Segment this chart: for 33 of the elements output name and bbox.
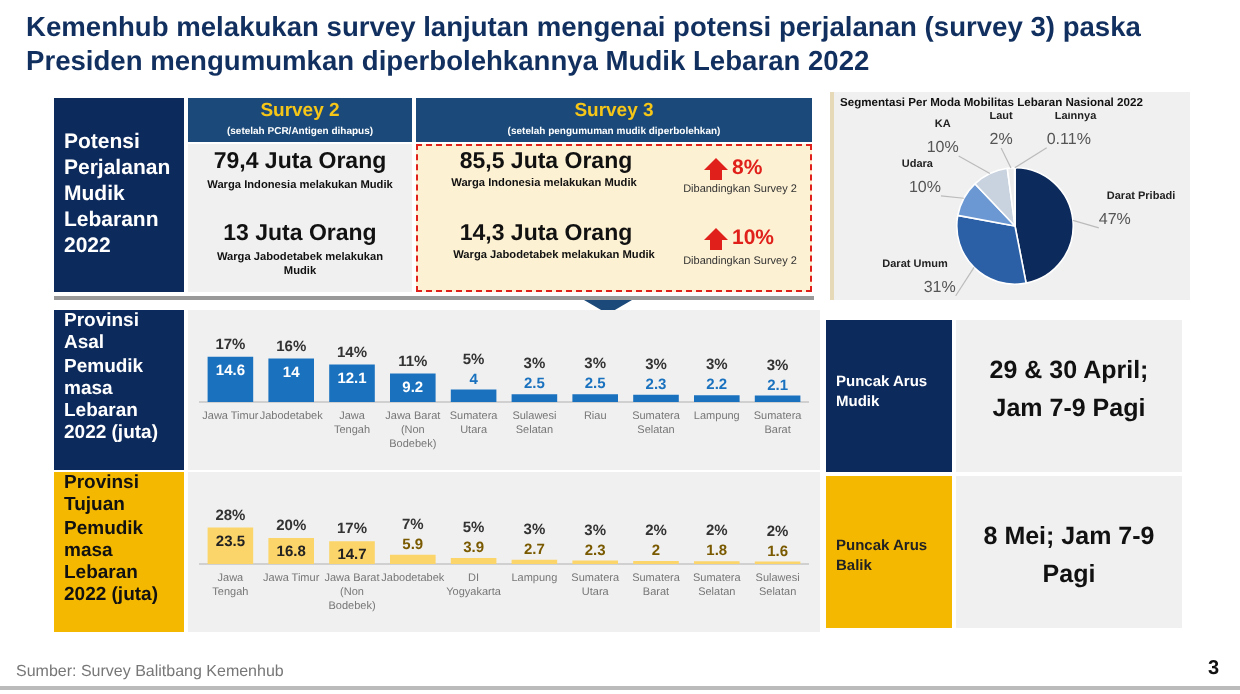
- text: Provinsi Asal Pemudik masa Lebaran 2022 (juta): [54, 310, 184, 470]
- text: 14,3 Juta Orang: [457, 222, 635, 248]
- text: 13 Juta Orang: [221, 222, 379, 248]
- data-label: 10%: [926, 138, 959, 157]
- data-label: 0.11%: [1046, 130, 1091, 149]
- bar: [268, 358, 314, 402]
- bar: [390, 373, 436, 402]
- text: Potensi Perjalanan Mudik Lebarann 2022: [54, 98, 184, 292]
- data-label: 2%: [989, 130, 1013, 149]
- bar: [390, 554, 436, 564]
- data-label: 47%: [1098, 210, 1131, 229]
- text: Survey 2: [258, 98, 342, 124]
- text: Kemenhub melakukan survey lanjutan mengenai potensi perjalanan (survey 3) paska Presiden mengumumkan diperbolehkannya Mudik Lebaran 2022: [26, 10, 1143, 78]
- text: 8 Mei; Jam 7-9 Pagi: [956, 476, 1182, 628]
- text: 3: [1208, 658, 1222, 682]
- text: Survey 3: [572, 98, 656, 124]
- bar: [754, 395, 801, 402]
- text: Sumber: Survey Balitbang Kemenhub: [16, 662, 286, 682]
- bar: [572, 394, 618, 402]
- chart-title: Provinsi Tujuan Pemudik masa Lebaran 2022 (juta): [54, 472, 184, 632]
- text: 10%: [732, 226, 777, 250]
- bar: [450, 389, 497, 402]
- bar: [450, 557, 497, 564]
- text: 85,5 Juta Orang: [457, 150, 635, 176]
- text: 29 & 30 April; Jam 7-9 Pagi: [956, 320, 1182, 472]
- data-label: 31%: [923, 278, 956, 297]
- bar: [694, 395, 740, 402]
- data-label: 10%: [908, 178, 941, 197]
- text: 8%: [732, 156, 765, 180]
- bar: [329, 364, 375, 402]
- bar: [511, 394, 558, 402]
- bar: [633, 394, 679, 402]
- text: 79,4 Juta Orang: [211, 150, 389, 176]
